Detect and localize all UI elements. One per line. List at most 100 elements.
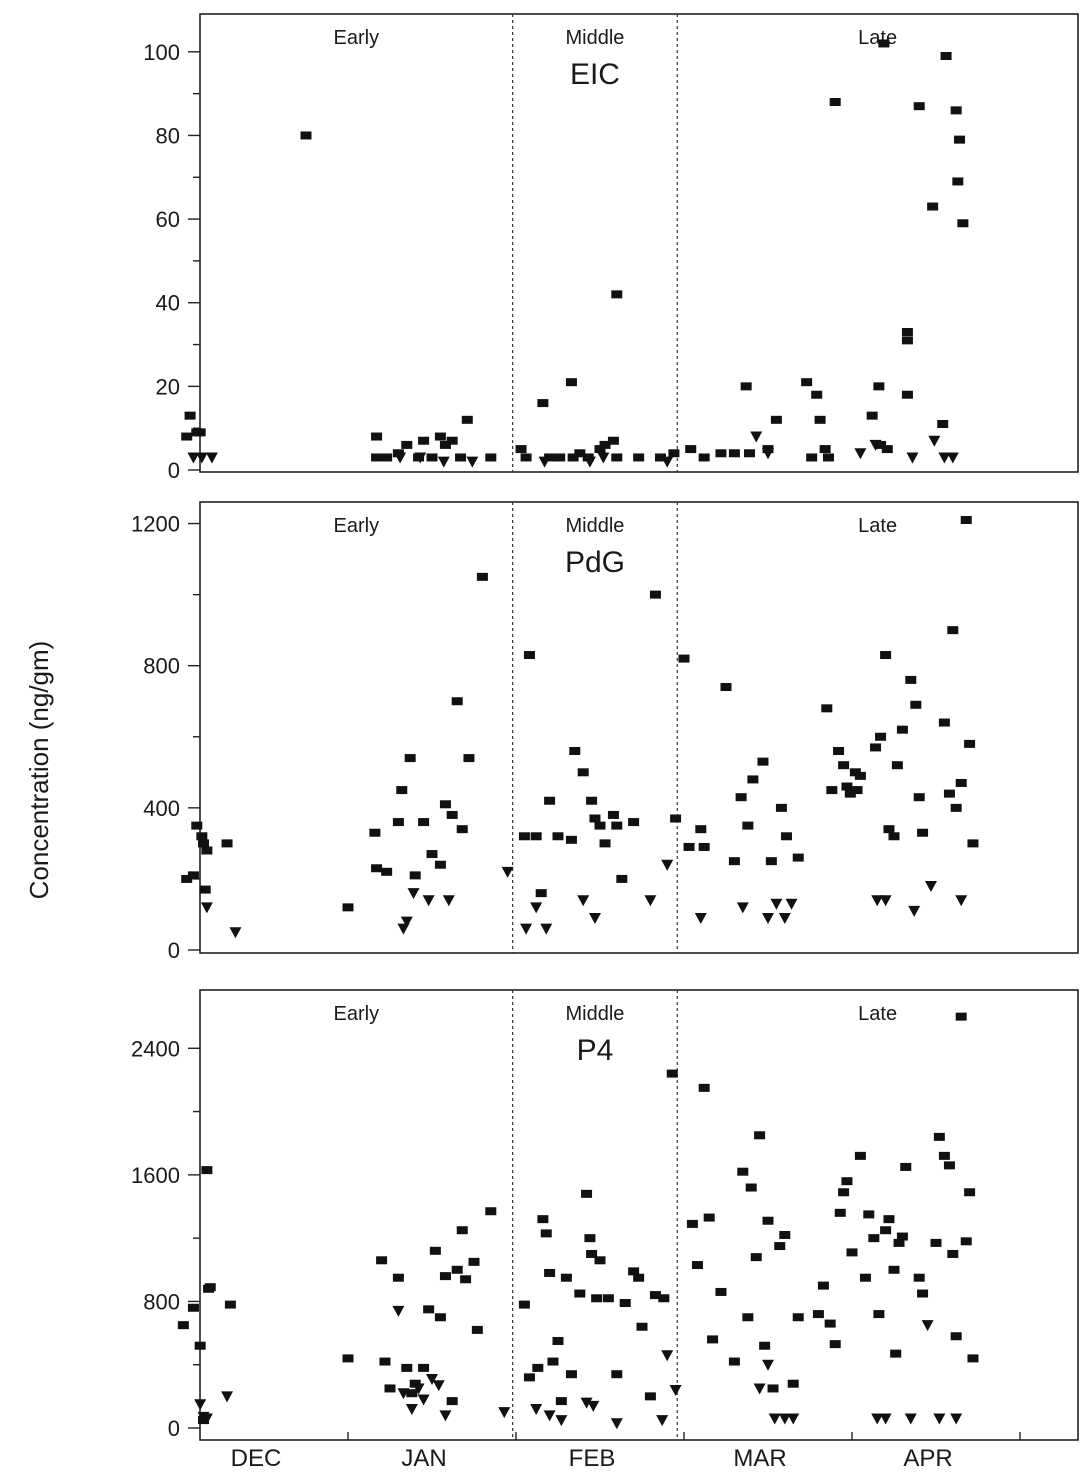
data-point-square xyxy=(520,453,532,462)
data-point-square xyxy=(658,1294,670,1303)
data-point-square xyxy=(636,1322,648,1331)
data-point-triangle xyxy=(407,888,420,900)
data-point-square xyxy=(565,378,577,387)
data-point-square xyxy=(666,1069,678,1078)
data-point-square xyxy=(811,390,823,399)
data-point-square xyxy=(913,102,925,111)
data-point-square xyxy=(950,803,962,812)
data-point-triangle xyxy=(437,456,450,468)
phase-label-middle: Middle xyxy=(565,1003,624,1025)
data-point-square xyxy=(745,1183,757,1192)
data-point-square xyxy=(384,1384,396,1393)
data-point-square xyxy=(589,814,601,823)
data-point-square xyxy=(943,789,955,798)
data-point-triangle xyxy=(414,452,427,464)
data-point-square xyxy=(371,864,383,873)
panel-p4: Early Middle Late P4 0 800 1600 2400 xyxy=(131,989,1079,1441)
phase-label-early: Early xyxy=(334,515,380,537)
panel-eic: Early Middle Late EIC 0 20 40 60 80 100 xyxy=(143,13,1079,483)
data-point-square xyxy=(819,445,831,454)
data-point-square xyxy=(599,440,611,449)
data-point-square xyxy=(567,453,579,462)
data-point-square xyxy=(540,1229,552,1238)
data-point-square xyxy=(866,411,878,420)
data-point-square xyxy=(801,378,813,387)
data-point-triangle xyxy=(661,456,674,468)
data-point-square xyxy=(434,860,446,869)
data-point-square xyxy=(537,399,549,408)
data-point-square xyxy=(880,1226,892,1235)
data-point-square xyxy=(599,839,611,848)
data-point-square xyxy=(371,432,383,441)
data-point-triangle xyxy=(955,895,968,907)
data-point-triangle xyxy=(644,895,657,907)
data-point-square xyxy=(742,821,754,830)
data-point-square xyxy=(565,835,577,844)
data-point-square xyxy=(728,857,740,866)
data-point-square xyxy=(822,453,834,462)
data-point-triangle xyxy=(669,1385,682,1397)
data-point-square xyxy=(187,1303,199,1312)
data-point-square xyxy=(893,1238,905,1247)
data-point-square xyxy=(938,1151,950,1160)
data-point-square xyxy=(817,1281,829,1290)
data-point-triangle xyxy=(610,1418,623,1430)
data-point-triangle xyxy=(200,902,213,914)
data-point-triangle xyxy=(762,448,774,460)
data-point-square xyxy=(547,1357,559,1366)
data-point-triangle xyxy=(530,902,543,914)
data-point-square xyxy=(670,814,682,823)
data-point-square xyxy=(401,1363,413,1372)
panel-title: EIC xyxy=(570,58,620,91)
data-point-square xyxy=(888,1265,900,1274)
data-point-square xyxy=(881,445,893,454)
data-point-square xyxy=(544,1268,556,1277)
phase-label-early: Early xyxy=(334,27,380,49)
data-point-square xyxy=(446,810,458,819)
data-point-square xyxy=(838,761,850,770)
data-point-square xyxy=(555,1397,567,1406)
x-axis: DEC JAN FEB MAR APR xyxy=(231,1432,1021,1472)
data-point-square xyxy=(707,1335,719,1344)
data-point-square xyxy=(780,832,792,841)
data-point-triangle xyxy=(229,927,242,939)
data-point-square xyxy=(456,825,468,834)
data-point-triangle xyxy=(854,448,867,460)
data-point-triangle xyxy=(432,1380,445,1392)
data-point-triangle xyxy=(950,1413,963,1425)
data-point-square xyxy=(806,453,818,462)
data-point-square xyxy=(901,336,913,345)
data-point-square xyxy=(577,768,589,777)
data-point-square xyxy=(439,440,451,449)
data-point-square xyxy=(814,415,826,424)
data-point-square xyxy=(952,177,964,186)
data-point-square xyxy=(770,415,782,424)
data-point-square xyxy=(792,1313,804,1322)
y-tick-label: 80 xyxy=(156,123,180,148)
data-point-square xyxy=(854,771,866,780)
data-point-square xyxy=(451,1265,463,1274)
data-point-square xyxy=(518,832,530,841)
data-point-triangle xyxy=(928,435,941,447)
data-point-square xyxy=(838,1188,850,1197)
data-point-square xyxy=(523,651,535,660)
data-point-square xyxy=(463,754,475,763)
data-point-square xyxy=(177,1321,189,1330)
y-tick-label: 2400 xyxy=(131,1036,180,1061)
data-point-triangle xyxy=(530,1404,543,1416)
data-point-square xyxy=(560,1273,572,1282)
data-point-square xyxy=(774,1242,786,1251)
data-point-square xyxy=(896,1232,908,1241)
data-point-square xyxy=(779,1230,791,1239)
data-point-square xyxy=(685,445,697,454)
data-point-square xyxy=(686,1219,698,1228)
data-point-square xyxy=(439,1272,451,1281)
data-point-square xyxy=(964,739,976,748)
data-point-square xyxy=(950,106,962,115)
data-point-triangle xyxy=(439,1410,452,1422)
data-point-square xyxy=(754,1131,766,1140)
x-tick-label-dec: DEC xyxy=(231,1445,282,1472)
data-point-triangle xyxy=(924,881,937,893)
data-point-square xyxy=(201,846,213,855)
data-point-square xyxy=(901,390,913,399)
